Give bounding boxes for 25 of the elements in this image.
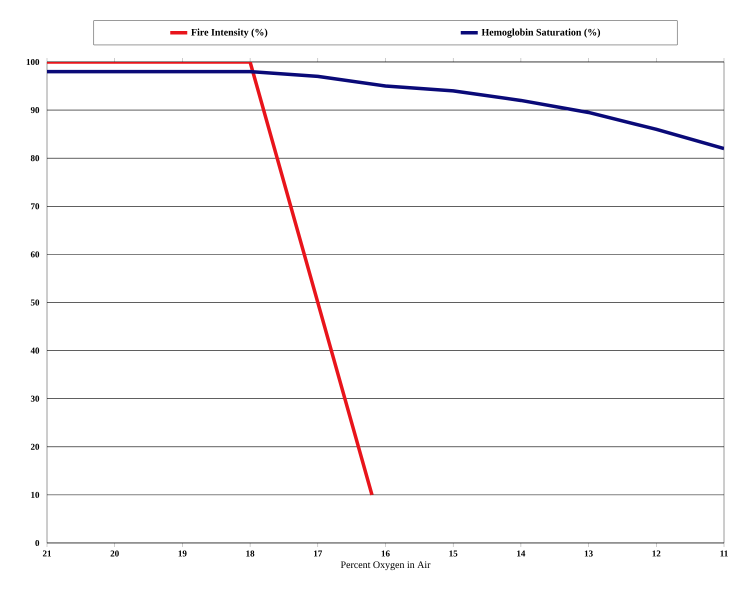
- y-tick-label: 80: [30, 155, 40, 162]
- y-tick-label: 60: [30, 251, 40, 258]
- x-tick-label: 18: [246, 550, 254, 557]
- y-tick-label: 40: [30, 348, 40, 354]
- x-tick-label: 21: [42, 550, 52, 556]
- y-tick-label: 0: [35, 540, 40, 546]
- x-tick-label: 13: [584, 550, 593, 557]
- x-tick-label: 20: [110, 550, 119, 557]
- y-tick-label: 30: [30, 396, 40, 402]
- x-tick-label: 16: [382, 550, 390, 557]
- x-tick-label: 17: [314, 550, 322, 556]
- x-tick-label: 14: [517, 550, 526, 556]
- x-tick-label: 12: [652, 550, 660, 556]
- x-axis-title: Percent Oxygen in Air: [340, 561, 430, 570]
- x-tick-label: 15: [449, 550, 458, 557]
- x-tick-label: 19: [178, 550, 187, 557]
- y-tick-label: 100: [26, 58, 40, 66]
- y-tick-label: 90: [30, 107, 40, 114]
- y-tick-label: 70: [31, 203, 40, 210]
- legend-label: Hemoglobin Saturation (%): [482, 28, 600, 38]
- x-tick-label: 11: [720, 550, 728, 556]
- y-tick-label: 10: [31, 492, 40, 498]
- y-tick-label: 50: [30, 299, 40, 306]
- y-tick-label: 20: [30, 444, 40, 450]
- legend-label: Fire Intensity (%): [191, 28, 268, 38]
